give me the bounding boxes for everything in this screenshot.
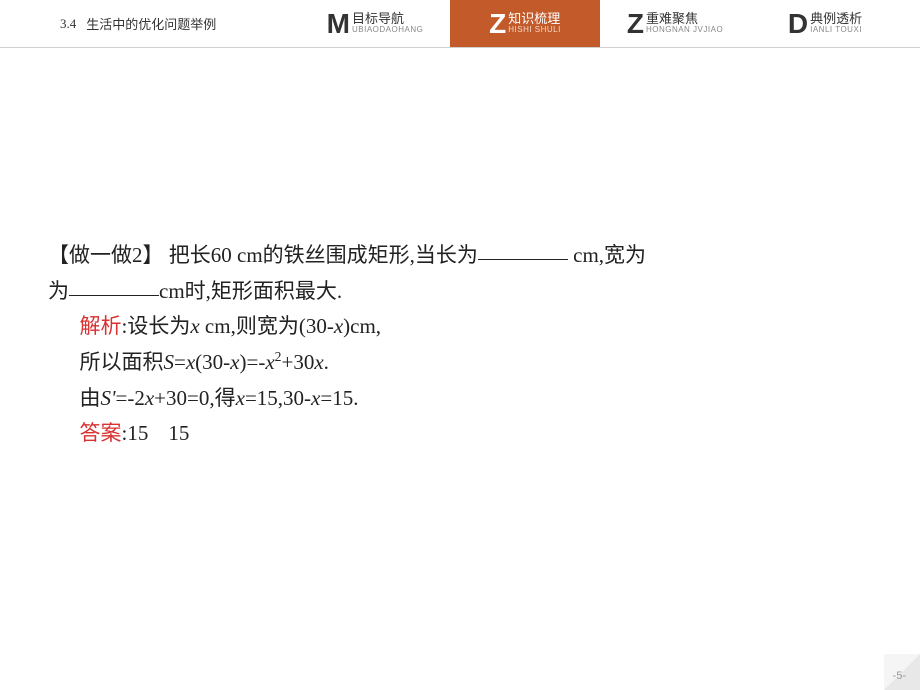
tab-cn: 知识梳理 [508, 12, 561, 26]
tab-cn: 目标导航 [352, 12, 423, 26]
tab-letter: M [327, 10, 350, 38]
tab-cn: 重难聚焦 [646, 12, 723, 26]
question-line: 【做一做2】 把长60 cm的铁丝围成矩形,当长为 cm,宽为 [48, 238, 872, 274]
answer-2: 15 [168, 421, 189, 445]
question-text-3: cm时,矩形面积最大. [159, 279, 342, 303]
analysis-line-1: 解析:设长为x cm,则宽为(30-x)cm, [48, 309, 872, 345]
tab-pinyin: UBIAODAOHANG [352, 26, 423, 35]
section-title: 生活中的优化问题举例 [86, 14, 216, 33]
blank-1 [478, 239, 568, 260]
tab-pinyin: HISHI SHULI [508, 26, 561, 35]
page-number: -5- [893, 670, 906, 682]
nav-tabs: M 目标导航 UBIAODAOHANG Z 知识梳理 HISHI SHULI Z [300, 0, 920, 47]
tab-letter: Z [627, 10, 644, 38]
tab-cn: 典例透析 [810, 12, 862, 26]
tab-pinyin: IANLI TOUXI [810, 26, 862, 35]
answer-label: 答案 [80, 422, 122, 445]
question-text-2: cm,宽为 [568, 243, 646, 267]
answer-line: 答案:1515 [48, 416, 872, 452]
tab-dianli[interactable]: D 典例透析 IANLI TOUXI [750, 0, 900, 47]
tab-pinyin: HONGNAN JVJIAO [646, 26, 723, 35]
content-area: 【做一做2】 把长60 cm的铁丝围成矩形,当长为 cm,宽为 为cm时,矩形面… [0, 48, 920, 452]
tab-zhishi[interactable]: Z 知识梳理 HISHI SHULI [450, 0, 600, 47]
tab-letter: Z [489, 10, 506, 38]
tab-zhongnan[interactable]: Z 重难聚焦 HONGNAN JVJIAO [600, 0, 750, 47]
derivative-line: 由S'=-2x+30=0,得x=15,30-x=15. [48, 381, 872, 417]
area-line: 所以面积S=x(30-x)=-x2+30x. [48, 345, 872, 381]
question-line-2: 为cm时,矩形面积最大. [48, 274, 872, 310]
analysis-label: 解析 [80, 315, 122, 338]
section-number: 3.4 [60, 16, 76, 32]
tab-letter: D [788, 10, 808, 38]
section-heading: 3.4 生活中的优化问题举例 [0, 0, 300, 47]
exercise-label: 【做一做2】 [48, 243, 164, 267]
header-bar: 3.4 生活中的优化问题举例 M 目标导航 UBIAODAOHANG Z 知识梳… [0, 0, 920, 48]
answer-1: 15 [127, 421, 148, 445]
blank-2 [69, 275, 159, 296]
tab-mubiao[interactable]: M 目标导航 UBIAODAOHANG [300, 0, 450, 47]
question-text-1: 把长60 cm的铁丝围成矩形,当长为 [164, 243, 478, 267]
